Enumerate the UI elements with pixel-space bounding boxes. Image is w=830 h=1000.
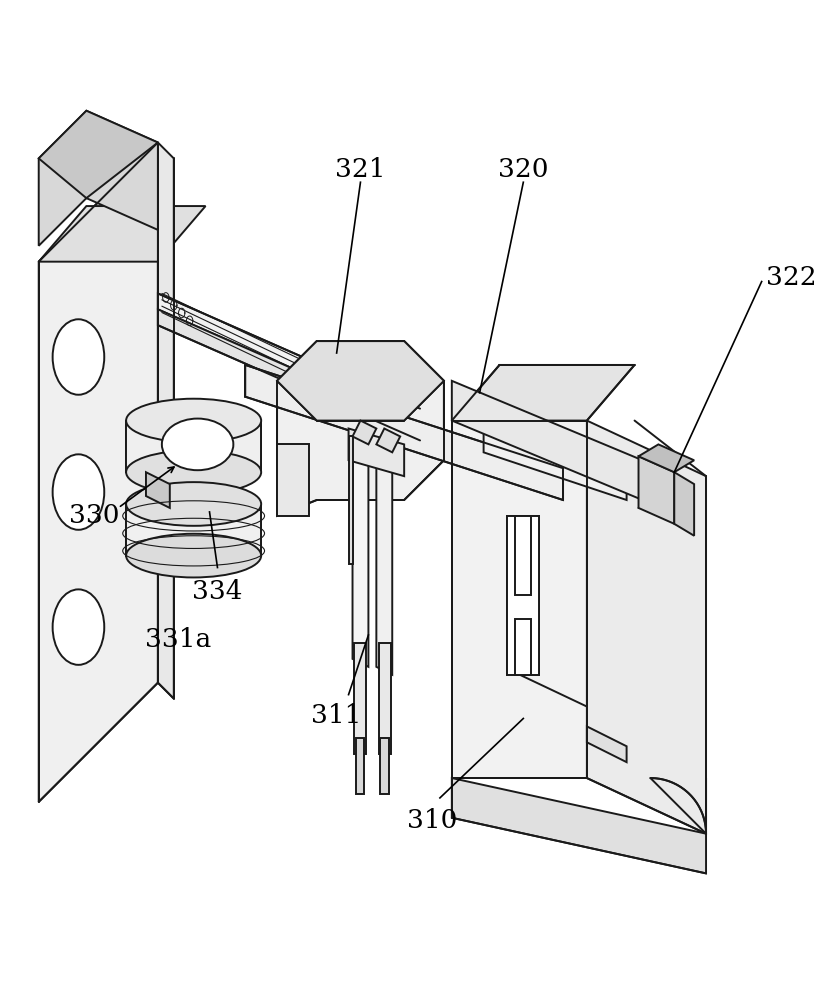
Polygon shape <box>146 472 170 508</box>
Polygon shape <box>452 778 706 873</box>
Polygon shape <box>452 421 587 778</box>
Ellipse shape <box>126 482 261 526</box>
Ellipse shape <box>162 419 233 470</box>
Polygon shape <box>638 456 674 524</box>
Text: 311: 311 <box>311 703 362 728</box>
Polygon shape <box>277 444 309 516</box>
Ellipse shape <box>126 534 261 577</box>
Polygon shape <box>158 143 173 699</box>
Polygon shape <box>158 309 420 440</box>
Polygon shape <box>380 738 389 794</box>
Polygon shape <box>587 421 706 834</box>
Polygon shape <box>515 619 531 675</box>
Polygon shape <box>515 516 531 595</box>
Polygon shape <box>277 341 444 516</box>
Polygon shape <box>39 206 206 262</box>
Polygon shape <box>39 143 158 802</box>
Polygon shape <box>674 472 694 536</box>
Polygon shape <box>39 111 158 198</box>
Text: 334: 334 <box>193 579 242 604</box>
Polygon shape <box>246 365 563 500</box>
Polygon shape <box>349 436 353 564</box>
Ellipse shape <box>126 399 261 442</box>
Polygon shape <box>39 111 158 246</box>
Polygon shape <box>376 444 393 675</box>
Ellipse shape <box>52 319 105 395</box>
Polygon shape <box>126 421 261 472</box>
Polygon shape <box>587 726 627 762</box>
Ellipse shape <box>52 589 105 665</box>
Polygon shape <box>353 436 369 667</box>
Text: 330: 330 <box>69 503 120 528</box>
Polygon shape <box>353 421 376 444</box>
Polygon shape <box>158 293 420 425</box>
Text: 322: 322 <box>765 265 816 290</box>
Polygon shape <box>651 778 706 834</box>
Polygon shape <box>349 429 404 476</box>
Text: 320: 320 <box>498 157 549 182</box>
Text: 331a: 331a <box>144 627 211 652</box>
Text: 321: 321 <box>335 157 386 182</box>
Polygon shape <box>452 381 642 500</box>
Polygon shape <box>378 643 391 754</box>
Text: 310: 310 <box>407 808 457 833</box>
Ellipse shape <box>126 450 261 494</box>
Ellipse shape <box>52 454 105 530</box>
Polygon shape <box>638 444 694 472</box>
Polygon shape <box>376 429 400 452</box>
Polygon shape <box>356 738 364 794</box>
Polygon shape <box>484 421 627 500</box>
Polygon shape <box>126 504 261 556</box>
Polygon shape <box>452 365 635 421</box>
Polygon shape <box>507 516 540 675</box>
Polygon shape <box>277 341 444 421</box>
Polygon shape <box>354 643 366 754</box>
